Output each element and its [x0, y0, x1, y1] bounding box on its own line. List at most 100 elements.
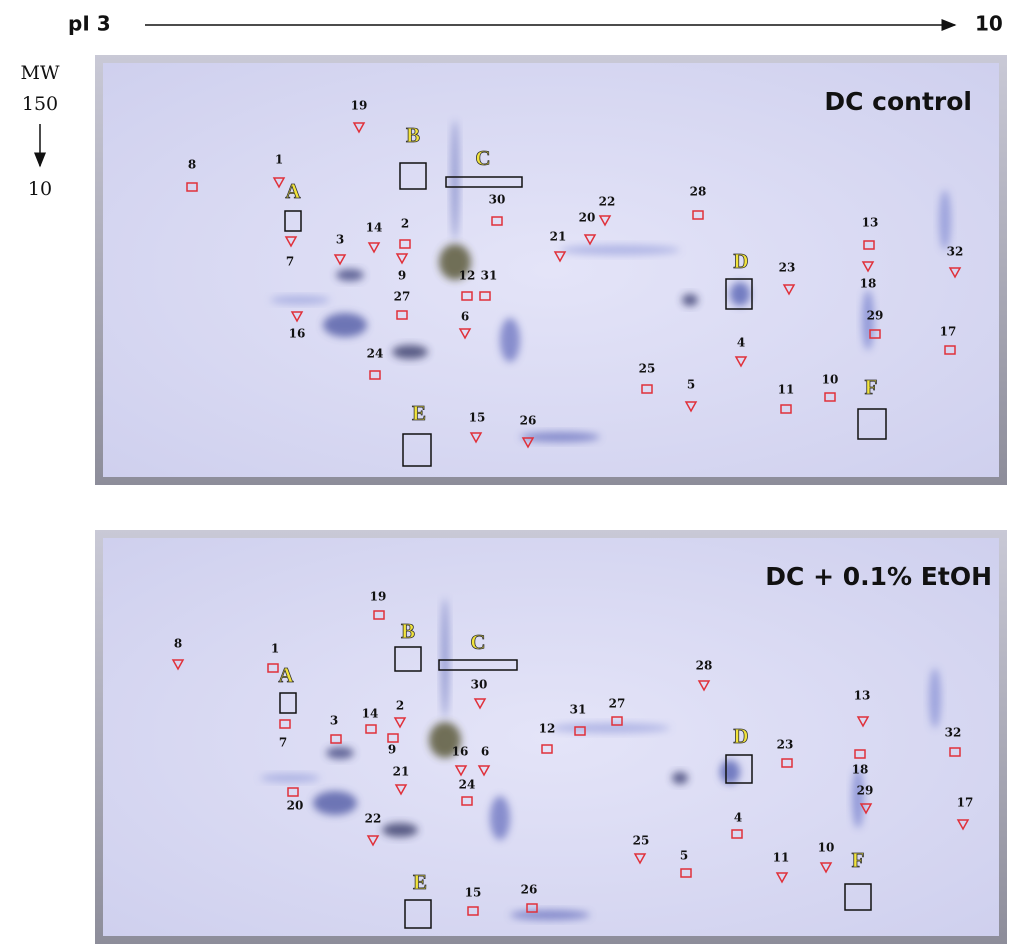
protein-smear [929, 668, 941, 728]
spot-label: 32 [945, 726, 962, 740]
spot-label: 25 [639, 362, 656, 376]
protein-smear [672, 772, 688, 784]
spot-label: 2 [401, 217, 409, 231]
spot-label: 7 [286, 255, 294, 269]
panel-title: DC + 0.1% EtOH [765, 562, 992, 591]
protein-smear [323, 313, 367, 337]
spot-label: 8 [188, 158, 196, 172]
protein-smear [560, 245, 680, 255]
protein-smear [451, 120, 459, 240]
spot-label: 19 [370, 590, 387, 604]
protein-smear [730, 282, 750, 306]
spot-label: 1 [271, 642, 279, 656]
spot-label: 8 [174, 637, 182, 651]
spot-label: 7 [279, 736, 287, 750]
spot-label: 26 [520, 414, 537, 428]
spot-label: 22 [365, 812, 382, 826]
protein-smear [510, 910, 590, 920]
spot-label: 6 [481, 745, 489, 759]
spot-label: 9 [388, 743, 396, 757]
spot-label: 31 [481, 269, 498, 283]
region-label: F [852, 848, 865, 872]
spot-label: 3 [336, 233, 344, 247]
spot-label: 12 [459, 269, 476, 283]
spot-label: 5 [680, 849, 688, 863]
protein-smear [382, 823, 418, 837]
spot-label: 3 [330, 714, 338, 728]
gel [103, 538, 999, 936]
spot-label: 23 [779, 261, 796, 275]
mw-high: 150 [22, 93, 58, 115]
protein-smear [336, 269, 364, 281]
region-label: F [865, 375, 878, 399]
spot-label: 17 [957, 796, 974, 810]
protein-smear [939, 190, 951, 250]
protein-smear [326, 747, 354, 759]
protein-smear [550, 723, 670, 733]
region-label: A [285, 179, 301, 203]
spot-label: 16 [289, 327, 306, 341]
spot-label: 18 [860, 277, 877, 291]
spot-label: 15 [469, 411, 486, 425]
spot-label: 1 [275, 153, 283, 167]
region-label: A [278, 663, 294, 687]
protein-smear [852, 768, 864, 828]
figure: pI 3 10 MW 150 10 DC control8119A731429B… [0, 0, 1011, 944]
protein-smear [682, 294, 698, 306]
region-label: E [413, 870, 427, 894]
protein-smear [720, 760, 740, 784]
spot-label: 26 [521, 883, 538, 897]
region-label: C [475, 146, 490, 170]
spot-label: 10 [822, 373, 839, 387]
spot-label: 28 [690, 185, 707, 199]
pi-end: 10 [975, 12, 1003, 36]
spot-label: 13 [862, 216, 879, 230]
spot-label: 11 [773, 851, 790, 865]
protein-smear [500, 318, 520, 362]
spot-label: 14 [362, 707, 379, 721]
protein-smear [270, 296, 330, 304]
gel [103, 63, 999, 477]
spot-label: 21 [550, 230, 567, 244]
spot-label: 24 [459, 778, 476, 792]
spot-label: 28 [696, 659, 713, 673]
spot-label: 27 [394, 290, 411, 304]
mw-label: MW [21, 62, 60, 84]
region-label: D [733, 724, 748, 748]
region-label: B [406, 123, 420, 147]
spot-label: 5 [687, 378, 695, 392]
protein-smear [313, 791, 357, 815]
spot-label: 23 [777, 738, 794, 752]
spot-label: 10 [818, 841, 835, 855]
spot-label: 2 [396, 699, 404, 713]
protein-smear [392, 345, 428, 359]
spot-label: 22 [599, 195, 616, 209]
spot-label: 13 [854, 689, 871, 703]
panel-title: DC control [824, 87, 972, 116]
spot-label: 24 [367, 347, 384, 361]
spot-label: 16 [452, 745, 469, 759]
pi-start: pI 3 [68, 12, 111, 36]
spot-label: 18 [852, 763, 869, 777]
page: pI 3 10 MW 150 10 DC control8119A731429B… [0, 0, 1011, 944]
region-label: B [401, 619, 415, 643]
spot-label: 14 [366, 221, 383, 235]
spot-label: 27 [609, 697, 626, 711]
protein-smear [260, 774, 320, 782]
spot-label: 12 [539, 722, 556, 736]
region-label: D [733, 249, 748, 273]
region-label: E [412, 401, 426, 425]
spot-label: 20 [579, 211, 596, 225]
spot-label: 11 [778, 383, 795, 397]
spot-label: 32 [947, 245, 964, 259]
spot-label: 31 [570, 703, 587, 717]
mw-low: 10 [28, 178, 52, 200]
spot-label: 25 [633, 834, 650, 848]
spot-label: 29 [857, 784, 874, 798]
protein-smear [441, 598, 449, 718]
spot-label: 4 [734, 811, 742, 825]
spot-label: 29 [867, 309, 884, 323]
